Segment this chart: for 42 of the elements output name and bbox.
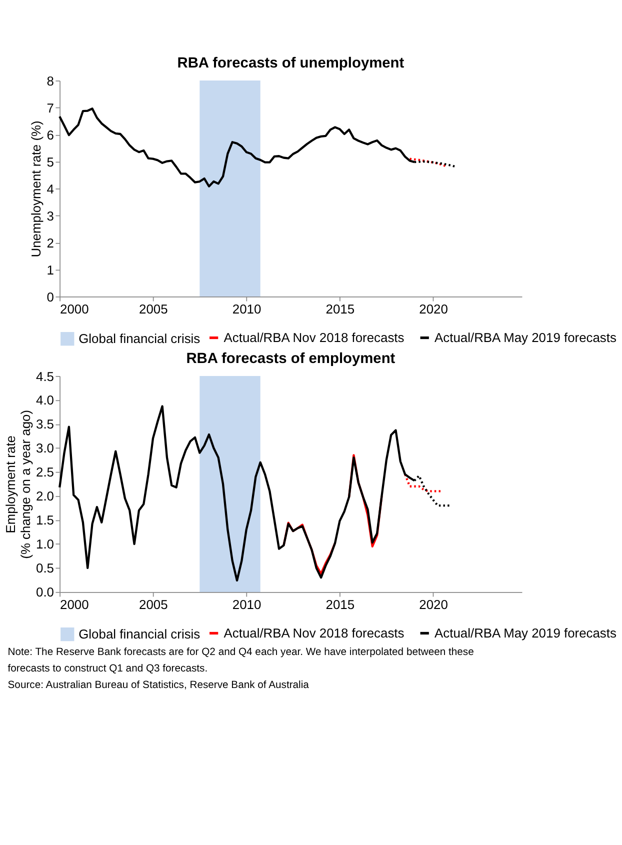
y-tick-label: 0.0 bbox=[36, 584, 54, 600]
y-tick-label: 6 bbox=[46, 127, 54, 142]
x-tick-label: 2015 bbox=[326, 596, 355, 612]
y-tick-label: 3.0 bbox=[36, 440, 54, 456]
text: Note: The Reserve Bank forecasts are for Q2 and Q4 each year. We have interpolated between these forecasts to construct Q1 and Q3 forecasts. bbox=[8, 647, 474, 674]
x-tick-label: 2000 bbox=[60, 596, 89, 612]
legend-label: Actual/RBA May 2019 forecasts bbox=[434, 626, 616, 641]
y-tick-label: 2.0 bbox=[36, 488, 54, 504]
x-tick-label: 2020 bbox=[419, 301, 448, 316]
legend-label: Actual/RBA May 2019 forecasts bbox=[434, 330, 616, 346]
legend-label: Actual/RBA Nov 2018 forecasts bbox=[224, 626, 404, 641]
y-tick-label: 4 bbox=[46, 181, 54, 196]
y-axis-title: Employment rate (% change on a year ago) bbox=[3, 410, 33, 559]
legend-label: Global financial crisis bbox=[78, 331, 200, 346]
y-tick-label: 1.5 bbox=[36, 512, 54, 528]
x-tick-label: 2010 bbox=[232, 596, 262, 612]
y-tick-label: 0 bbox=[46, 289, 54, 304]
y-tick-label: 2.5 bbox=[36, 464, 54, 480]
chart-title: RBA forecasts of employment bbox=[186, 351, 396, 368]
x-tick-label: 2005 bbox=[139, 301, 168, 316]
legend-label: Actual/RBA Nov 2018 forecasts bbox=[224, 330, 404, 346]
y-tick-label: 4.5 bbox=[36, 368, 54, 384]
y-tick-label: 5 bbox=[46, 154, 54, 170]
y-tick-label: 8 bbox=[46, 73, 54, 88]
line-series bbox=[408, 158, 448, 168]
x-tick-label: 2020 bbox=[419, 596, 448, 612]
y-tick-label: 2 bbox=[46, 235, 54, 250]
source-note: Source: Australian Bureau of Statistics, Reserve Bank of Australia bbox=[8, 680, 310, 691]
y-tick-label: 3.5 bbox=[36, 416, 54, 432]
y-tick-label: 0.5 bbox=[36, 560, 54, 576]
chart-title: RBA forecasts of unemployment bbox=[177, 56, 404, 72]
y-axis-title: Unemployment rate (%) bbox=[28, 120, 44, 258]
x-tick-label: 2010 bbox=[232, 301, 262, 316]
y-tick-label: 1 bbox=[46, 262, 54, 278]
x-tick-label: 2005 bbox=[139, 596, 168, 612]
y-tick-label: 1.0 bbox=[36, 536, 54, 552]
legend-label: Global financial crisis bbox=[78, 626, 200, 642]
y-tick-label: 4.0 bbox=[36, 392, 54, 408]
y-tick-label: 7 bbox=[46, 100, 54, 116]
y-tick-label: 3 bbox=[46, 208, 54, 224]
x-tick-label: 2000 bbox=[60, 301, 89, 316]
x-tick-label: 2015 bbox=[326, 301, 355, 316]
